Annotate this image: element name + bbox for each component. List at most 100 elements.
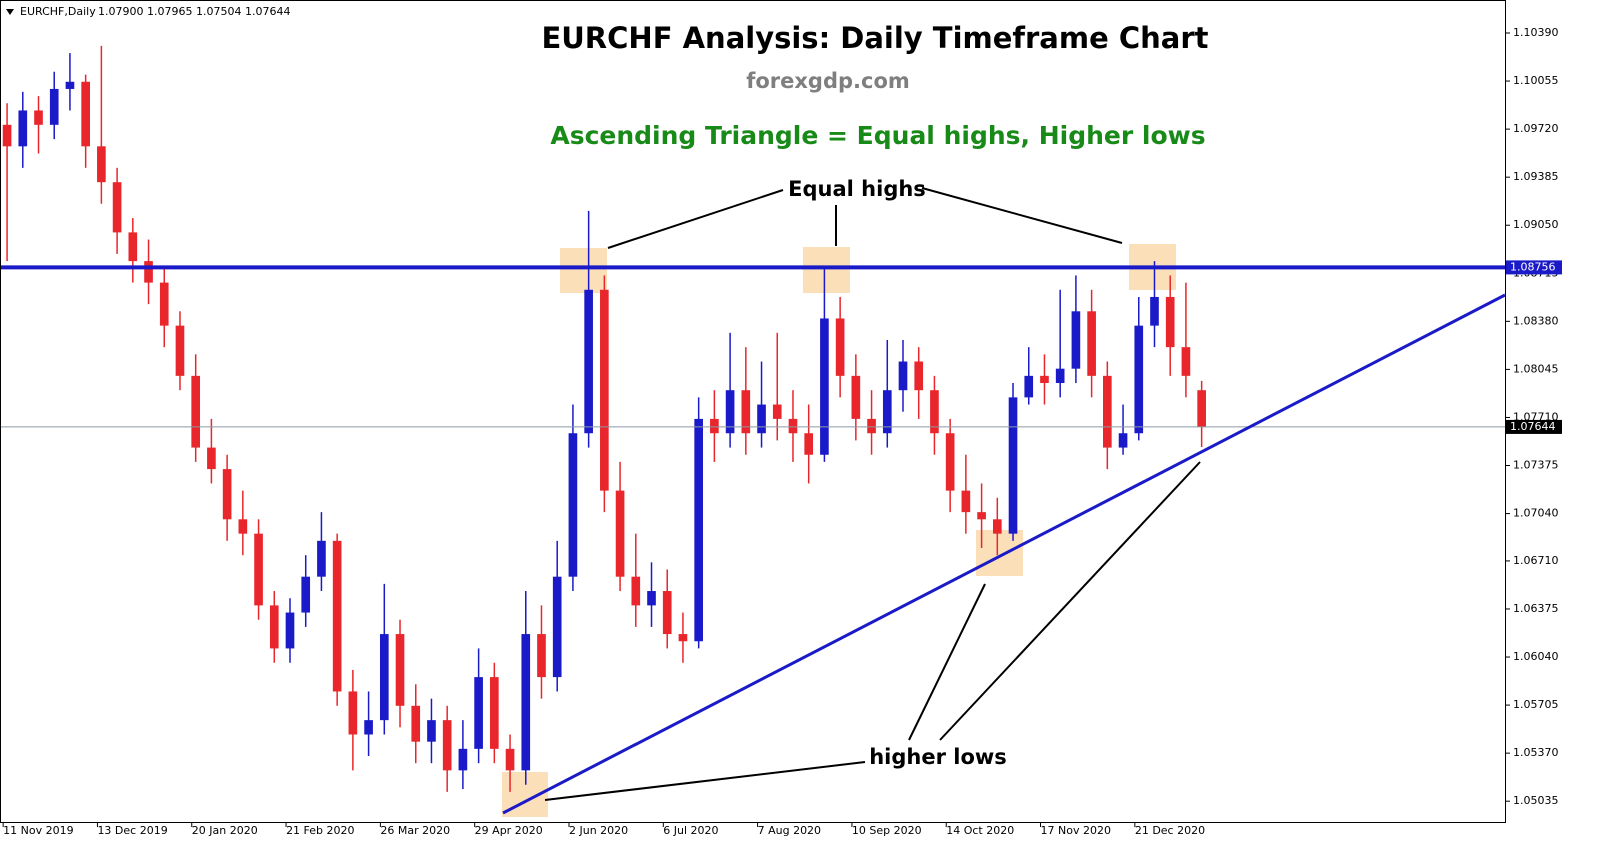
annotation: Equal highs	[788, 177, 926, 201]
candle-body	[81, 81, 90, 147]
candle-body	[144, 261, 153, 283]
candle-body	[1103, 375, 1112, 448]
candle-body	[18, 110, 28, 147]
candle-body	[1024, 375, 1034, 398]
candle-body	[505, 748, 515, 771]
x-tick-label: 6 Jul 2020	[663, 824, 718, 837]
candle-body	[600, 289, 609, 491]
resistance-label: 1.08756	[1510, 260, 1556, 273]
candle-body	[992, 519, 1002, 534]
x-tick-label: 26 Mar 2020	[380, 824, 450, 837]
candle-body	[584, 289, 593, 434]
highlight-box	[976, 530, 1023, 576]
trend-line	[502, 293, 1506, 815]
candle-body	[474, 677, 483, 749]
candle-body	[568, 433, 578, 577]
candle-body	[490, 677, 499, 749]
candle-body	[191, 375, 201, 448]
y-tick-label: 1.10055	[1513, 74, 1559, 87]
candle-body	[804, 433, 814, 455]
candle-body	[317, 540, 326, 577]
header-close: 1.07644	[245, 5, 291, 18]
x-tick-label: 21 Dec 2020	[1135, 824, 1205, 837]
pointer	[939, 461, 1201, 741]
candle-body	[1040, 375, 1049, 384]
candle-body	[301, 576, 311, 613]
candle-body	[238, 519, 248, 534]
candle-body	[175, 325, 185, 376]
candle-body	[615, 490, 625, 577]
header-high: 1.07965	[147, 5, 193, 18]
candle-body	[1134, 325, 1144, 434]
y-tick-label: 1.08045	[1513, 362, 1559, 375]
subtitle: forexgdp.com	[746, 69, 910, 93]
y-tick-label: 1.07040	[1513, 507, 1559, 520]
pointers	[544, 187, 1201, 801]
y-tick-label: 1.09050	[1513, 218, 1559, 231]
symbol: EURCHF,Daily	[20, 5, 96, 18]
chart-title: EURCHF Analysis: Daily Timeframe Chart	[541, 21, 1208, 55]
candle-body	[285, 612, 295, 649]
pointer	[607, 189, 784, 249]
candle-body	[725, 390, 735, 434]
candle-body	[647, 591, 656, 606]
candle-body	[128, 232, 138, 262]
annotation: higher lows	[869, 745, 1007, 769]
x-tick-label: 20 Jan 2020	[192, 824, 258, 837]
header-low: 1.07504	[196, 5, 242, 18]
candle-body	[332, 540, 342, 692]
candle-body	[159, 282, 169, 326]
highlight-box	[560, 248, 607, 293]
candle-body	[2, 124, 12, 147]
candle-body	[1071, 311, 1081, 369]
candle-body	[348, 691, 358, 735]
candle-body	[254, 533, 263, 606]
candle-body	[1055, 368, 1065, 384]
x-tick-label: 7 Aug 2020	[758, 824, 821, 837]
candle-body	[835, 318, 845, 376]
candle-body	[631, 576, 641, 606]
y-tick-label: 1.08380	[1513, 314, 1559, 327]
candle-body	[222, 469, 232, 520]
candle-body	[1008, 397, 1018, 534]
candle-body	[851, 375, 861, 419]
candle-body	[97, 146, 106, 183]
candle-body	[772, 404, 782, 419]
candle-body	[34, 110, 43, 125]
candle-body	[961, 490, 971, 513]
candle-body	[662, 591, 672, 635]
candle-body	[49, 88, 59, 125]
candle-body	[112, 182, 122, 233]
candle-body	[1087, 311, 1096, 376]
candle-body	[537, 634, 546, 678]
candle-body	[757, 404, 766, 434]
y-tick-label: 1.06040	[1513, 650, 1559, 663]
candle-body	[207, 447, 216, 470]
candle-body	[945, 433, 955, 491]
candle-body	[427, 720, 436, 742]
header-open: 1.07900	[98, 5, 144, 18]
pointer	[908, 583, 986, 741]
candle-body	[898, 361, 908, 391]
candle-body	[1181, 347, 1191, 376]
candle-body	[458, 748, 468, 771]
pattern-note: Ascending Triangle = Equal highs, Higher…	[550, 121, 1205, 150]
pointer	[921, 187, 1123, 244]
candle-body	[269, 605, 279, 649]
candle-body	[1197, 390, 1206, 427]
x-tick-label: 29 Apr 2020	[475, 824, 543, 837]
candle-body	[741, 390, 751, 434]
candle-body	[977, 512, 986, 520]
candle-body	[395, 634, 405, 706]
resistance-box	[1506, 260, 1562, 275]
y-tick-label: 1.05035	[1513, 794, 1559, 807]
candle-body	[1118, 433, 1128, 448]
candle-body	[882, 390, 892, 434]
x-tick-label: 17 Nov 2020	[1041, 824, 1111, 837]
candle-body	[521, 634, 531, 771]
collapse-icon	[6, 9, 14, 15]
candle-body	[1165, 296, 1175, 348]
